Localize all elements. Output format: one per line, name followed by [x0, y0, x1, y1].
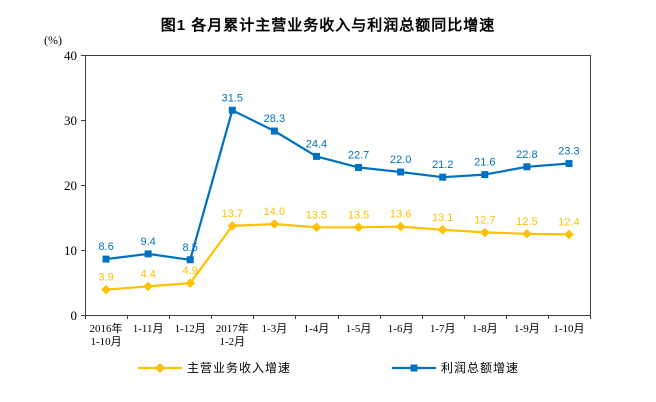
data-point-marker-square [439, 173, 447, 181]
x-axis-label: 1-10月 [553, 323, 584, 335]
data-point-marker-square [355, 163, 363, 171]
data-point-label: 23.3 [558, 146, 579, 158]
x-axis-label: 1-6月 [388, 323, 414, 335]
legend-marker-profit-square-icon [392, 364, 436, 371]
data-point-marker-square [481, 171, 489, 179]
y-axis-tick-label: 0 [71, 308, 78, 323]
data-point-marker-square [397, 168, 405, 176]
data-point-label: 3.9 [98, 272, 113, 284]
data-point-marker-square [102, 255, 110, 263]
plot-border [85, 55, 591, 316]
legend-label-revenue: 主营业务收入增速 [186, 361, 291, 375]
data-point-label: 24.4 [306, 138, 327, 150]
legend-item-revenue: 主营业务收入增速 [137, 359, 291, 376]
data-point-label: 8.6 [98, 241, 113, 253]
data-point-marker-square [565, 160, 573, 168]
y-axis-unit-label: (%) [44, 33, 62, 47]
data-point-marker-square [186, 256, 194, 264]
y-axis-tick-label: 40 [64, 48, 77, 63]
x-axis-label: 1-7月 [430, 323, 456, 335]
data-point-label: 21.6 [474, 157, 495, 169]
data-point-label: 4.9 [183, 265, 198, 277]
data-point-label: 13.1 [432, 212, 453, 224]
data-point-marker-diamond [143, 281, 153, 292]
data-point-label: 12.7 [474, 214, 495, 226]
data-point-marker-diamond [479, 227, 490, 238]
data-point-label: 12.4 [558, 216, 579, 228]
series-line-1 [105, 109, 570, 261]
legend-label-profit: 利润总额增速 [441, 361, 520, 375]
data-point-label: 13.5 [306, 209, 327, 221]
data-point-label: 8.5 [183, 242, 198, 254]
data-point-label: 13.5 [348, 209, 369, 221]
data-point-label: 14.0 [264, 206, 285, 218]
data-point-marker-square [144, 250, 152, 258]
data-point-marker-diamond [522, 228, 532, 239]
x-axis-label: 2016年 1-10月 [90, 321, 123, 348]
data-point-marker-square [312, 152, 320, 160]
y-axis-tick-label: 20 [64, 178, 77, 193]
data-point-marker-diamond [353, 222, 364, 233]
data-point-marker-diamond [437, 225, 448, 235]
data-point-marker-square [270, 127, 278, 135]
data-point-label: 12.5 [516, 216, 537, 228]
x-axis-label: 1-5月 [346, 323, 372, 335]
data-point-marker-diamond [269, 219, 280, 229]
data-point-marker-diamond [311, 222, 322, 233]
data-point-label: 22.0 [390, 154, 411, 166]
x-axis-label: 2017年 1-2月 [216, 321, 249, 348]
data-point-marker-square [523, 163, 531, 171]
data-point-label: 13.6 [390, 209, 411, 221]
data-point-label: 31.5 [222, 92, 243, 104]
x-axis-label: 1-9月 [514, 323, 540, 335]
series-line-0 [105, 222, 570, 291]
data-point-label: 22.8 [516, 149, 537, 161]
legend-marker-revenue-diamond-icon [137, 362, 182, 373]
x-axis-label: 1-8月 [472, 323, 498, 335]
data-point-label: 28.3 [264, 113, 285, 125]
y-axis-tick-label: 10 [64, 243, 77, 258]
data-point-marker-diamond [395, 221, 406, 232]
x-axis-label: 1-12月 [175, 323, 206, 335]
data-point-marker-diamond [101, 284, 111, 295]
x-axis-label: 1-4月 [304, 323, 330, 335]
data-point-label: 21.2 [432, 159, 453, 171]
chart-title: 图1 各月累计主营业务收入与利润总额同比增速 [160, 17, 496, 34]
data-point-label: 4.4 [140, 268, 155, 280]
x-axis-label: 1-3月 [262, 323, 288, 335]
data-point-label: 9.4 [140, 236, 155, 248]
chart-legend: 主营业务收入增速 利润总额增速 [0, 359, 656, 376]
y-axis-tick-label: 30 [64, 113, 77, 128]
data-point-marker-diamond [564, 229, 574, 240]
data-point-marker-square [228, 106, 236, 114]
data-point-label: 13.7 [222, 208, 243, 220]
legend-item-profit: 利润总额增速 [391, 359, 519, 376]
x-axis-label: 1-11月 [133, 323, 164, 335]
data-point-marker-diamond [185, 278, 196, 288]
data-point-marker-diamond [227, 221, 238, 231]
data-point-label: 22.7 [348, 149, 369, 161]
